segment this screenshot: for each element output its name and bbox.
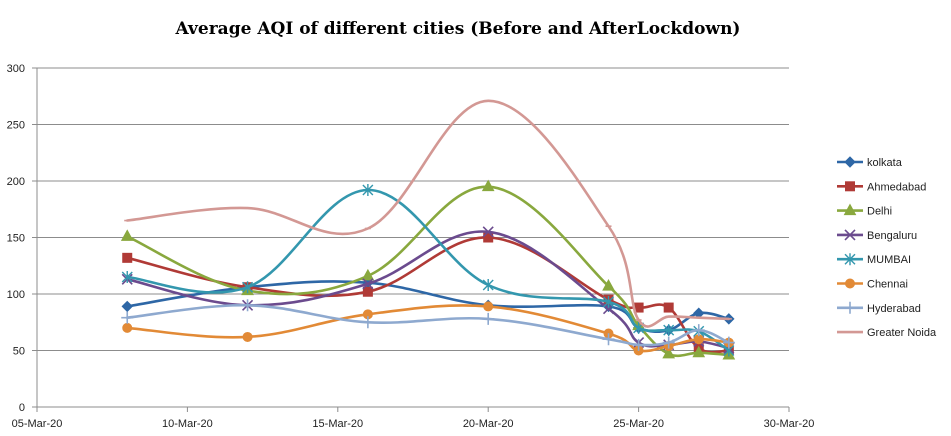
data-point-mumbai bbox=[242, 281, 254, 294]
data-point-mumbai bbox=[362, 184, 374, 197]
data-point-mumbai bbox=[603, 295, 615, 308]
legend-item-greater-noida: Greater Noida bbox=[837, 327, 937, 339]
legend-label: Hyderabad bbox=[867, 303, 921, 315]
data-point-chennai bbox=[483, 301, 494, 312]
y-tick-label: 200 bbox=[7, 176, 25, 188]
legend-label: Bengaluru bbox=[867, 230, 917, 242]
data-point-bengaluru bbox=[482, 226, 494, 238]
legend-label: Ahmedabad bbox=[867, 181, 926, 193]
legend-marker bbox=[843, 203, 857, 216]
legend-item-hyderabad: Hyderabad bbox=[837, 301, 921, 315]
data-point-ahmedabad bbox=[663, 302, 674, 313]
legend-item-ahmedabad: Ahmedabad bbox=[837, 181, 926, 193]
data-point-delhi bbox=[481, 179, 495, 192]
data-point-ahmedabad bbox=[122, 252, 133, 263]
series-line-mumbai bbox=[125, 188, 731, 352]
legend-label: kolkata bbox=[867, 157, 903, 169]
legend: kolkata Ahmedabad Delhi Bengaluru MUMBAI Chen… bbox=[837, 156, 937, 339]
legend-item-mumbai: MUMBAI bbox=[837, 253, 911, 266]
legend-item-bengaluru: Bengaluru bbox=[837, 229, 917, 242]
axes: 0 50 100 150 200 250 300 05-Mar-20 10-Mar-20 15-M… bbox=[7, 63, 815, 430]
data-point-delhi bbox=[662, 346, 676, 359]
legend-marker bbox=[844, 156, 856, 168]
data-point-hyderabad bbox=[692, 324, 705, 337]
x-tick-label: 15-Mar-20 bbox=[312, 418, 363, 430]
series-delhi bbox=[120, 179, 736, 360]
series-greater-noida bbox=[124, 99, 732, 328]
x-tick-label: 20-Mar-20 bbox=[463, 418, 514, 430]
data-point-chennai bbox=[242, 331, 253, 342]
legend-label: Chennai bbox=[867, 279, 908, 291]
legend-marker bbox=[844, 301, 856, 314]
series-line-ahmedabad bbox=[125, 236, 731, 354]
x-tick-label: 05-Mar-20 bbox=[12, 418, 63, 430]
data-point-hyderabad bbox=[662, 336, 675, 349]
series-line-delhi bbox=[125, 185, 731, 358]
legend-item-chennai: Chennai bbox=[837, 278, 908, 291]
data-point-delhi bbox=[692, 345, 706, 358]
data-point-delhi bbox=[361, 268, 375, 281]
data-point-bengaluru bbox=[362, 278, 374, 290]
data-point-hyderabad bbox=[632, 338, 645, 351]
series-mumbai bbox=[121, 184, 735, 357]
data-point-chennai bbox=[122, 322, 133, 333]
data-point-hyderabad bbox=[602, 333, 615, 346]
data-point-delhi bbox=[602, 279, 615, 291]
legend-marker bbox=[845, 181, 855, 192]
series-line-greater-noida bbox=[125, 99, 731, 328]
y-tick-label: 250 bbox=[7, 120, 25, 132]
y-tick-label: 50 bbox=[13, 346, 25, 358]
legend-label: Delhi bbox=[867, 206, 892, 218]
data-point-hyderabad bbox=[722, 336, 735, 349]
y-tick-label: 150 bbox=[7, 233, 25, 245]
legend-marker bbox=[845, 278, 855, 289]
legend-item-delhi: Delhi bbox=[837, 203, 892, 218]
data-point-hyderabad bbox=[482, 312, 495, 325]
chart-title: Average AQI of different cities (Before … bbox=[175, 19, 741, 39]
legend-label: MUMBAI bbox=[867, 254, 911, 266]
data-point-delhi bbox=[120, 229, 134, 241]
series-lines bbox=[120, 99, 736, 360]
data-point-kolkata bbox=[121, 300, 133, 313]
legend-label: Greater Noida bbox=[867, 327, 937, 339]
series-hyderabad bbox=[121, 299, 735, 351]
series-line-chennai bbox=[125, 304, 731, 353]
data-point-mumbai bbox=[663, 324, 675, 337]
x-tick-label: 30-Mar-20 bbox=[764, 418, 815, 430]
legend-marker bbox=[844, 229, 856, 241]
y-tick-label: 300 bbox=[7, 63, 25, 75]
legend-marker bbox=[844, 253, 856, 266]
data-point-mumbai bbox=[482, 278, 494, 291]
data-point-ahmedabad bbox=[362, 286, 373, 297]
data-point-hyderabad bbox=[121, 311, 134, 324]
x-tick-label: 25-Mar-20 bbox=[613, 418, 664, 430]
x-tick-label: 10-Mar-20 bbox=[162, 418, 213, 430]
data-point-hyderabad bbox=[361, 316, 374, 329]
data-point-mumbai bbox=[121, 271, 133, 284]
series-line-hyderabad bbox=[125, 303, 731, 347]
legend-item-kolkata: kolkata bbox=[837, 156, 903, 169]
y-tick-label: 100 bbox=[7, 289, 25, 301]
data-point-hyderabad bbox=[241, 299, 254, 312]
y-tick-label: 0 bbox=[19, 402, 25, 414]
